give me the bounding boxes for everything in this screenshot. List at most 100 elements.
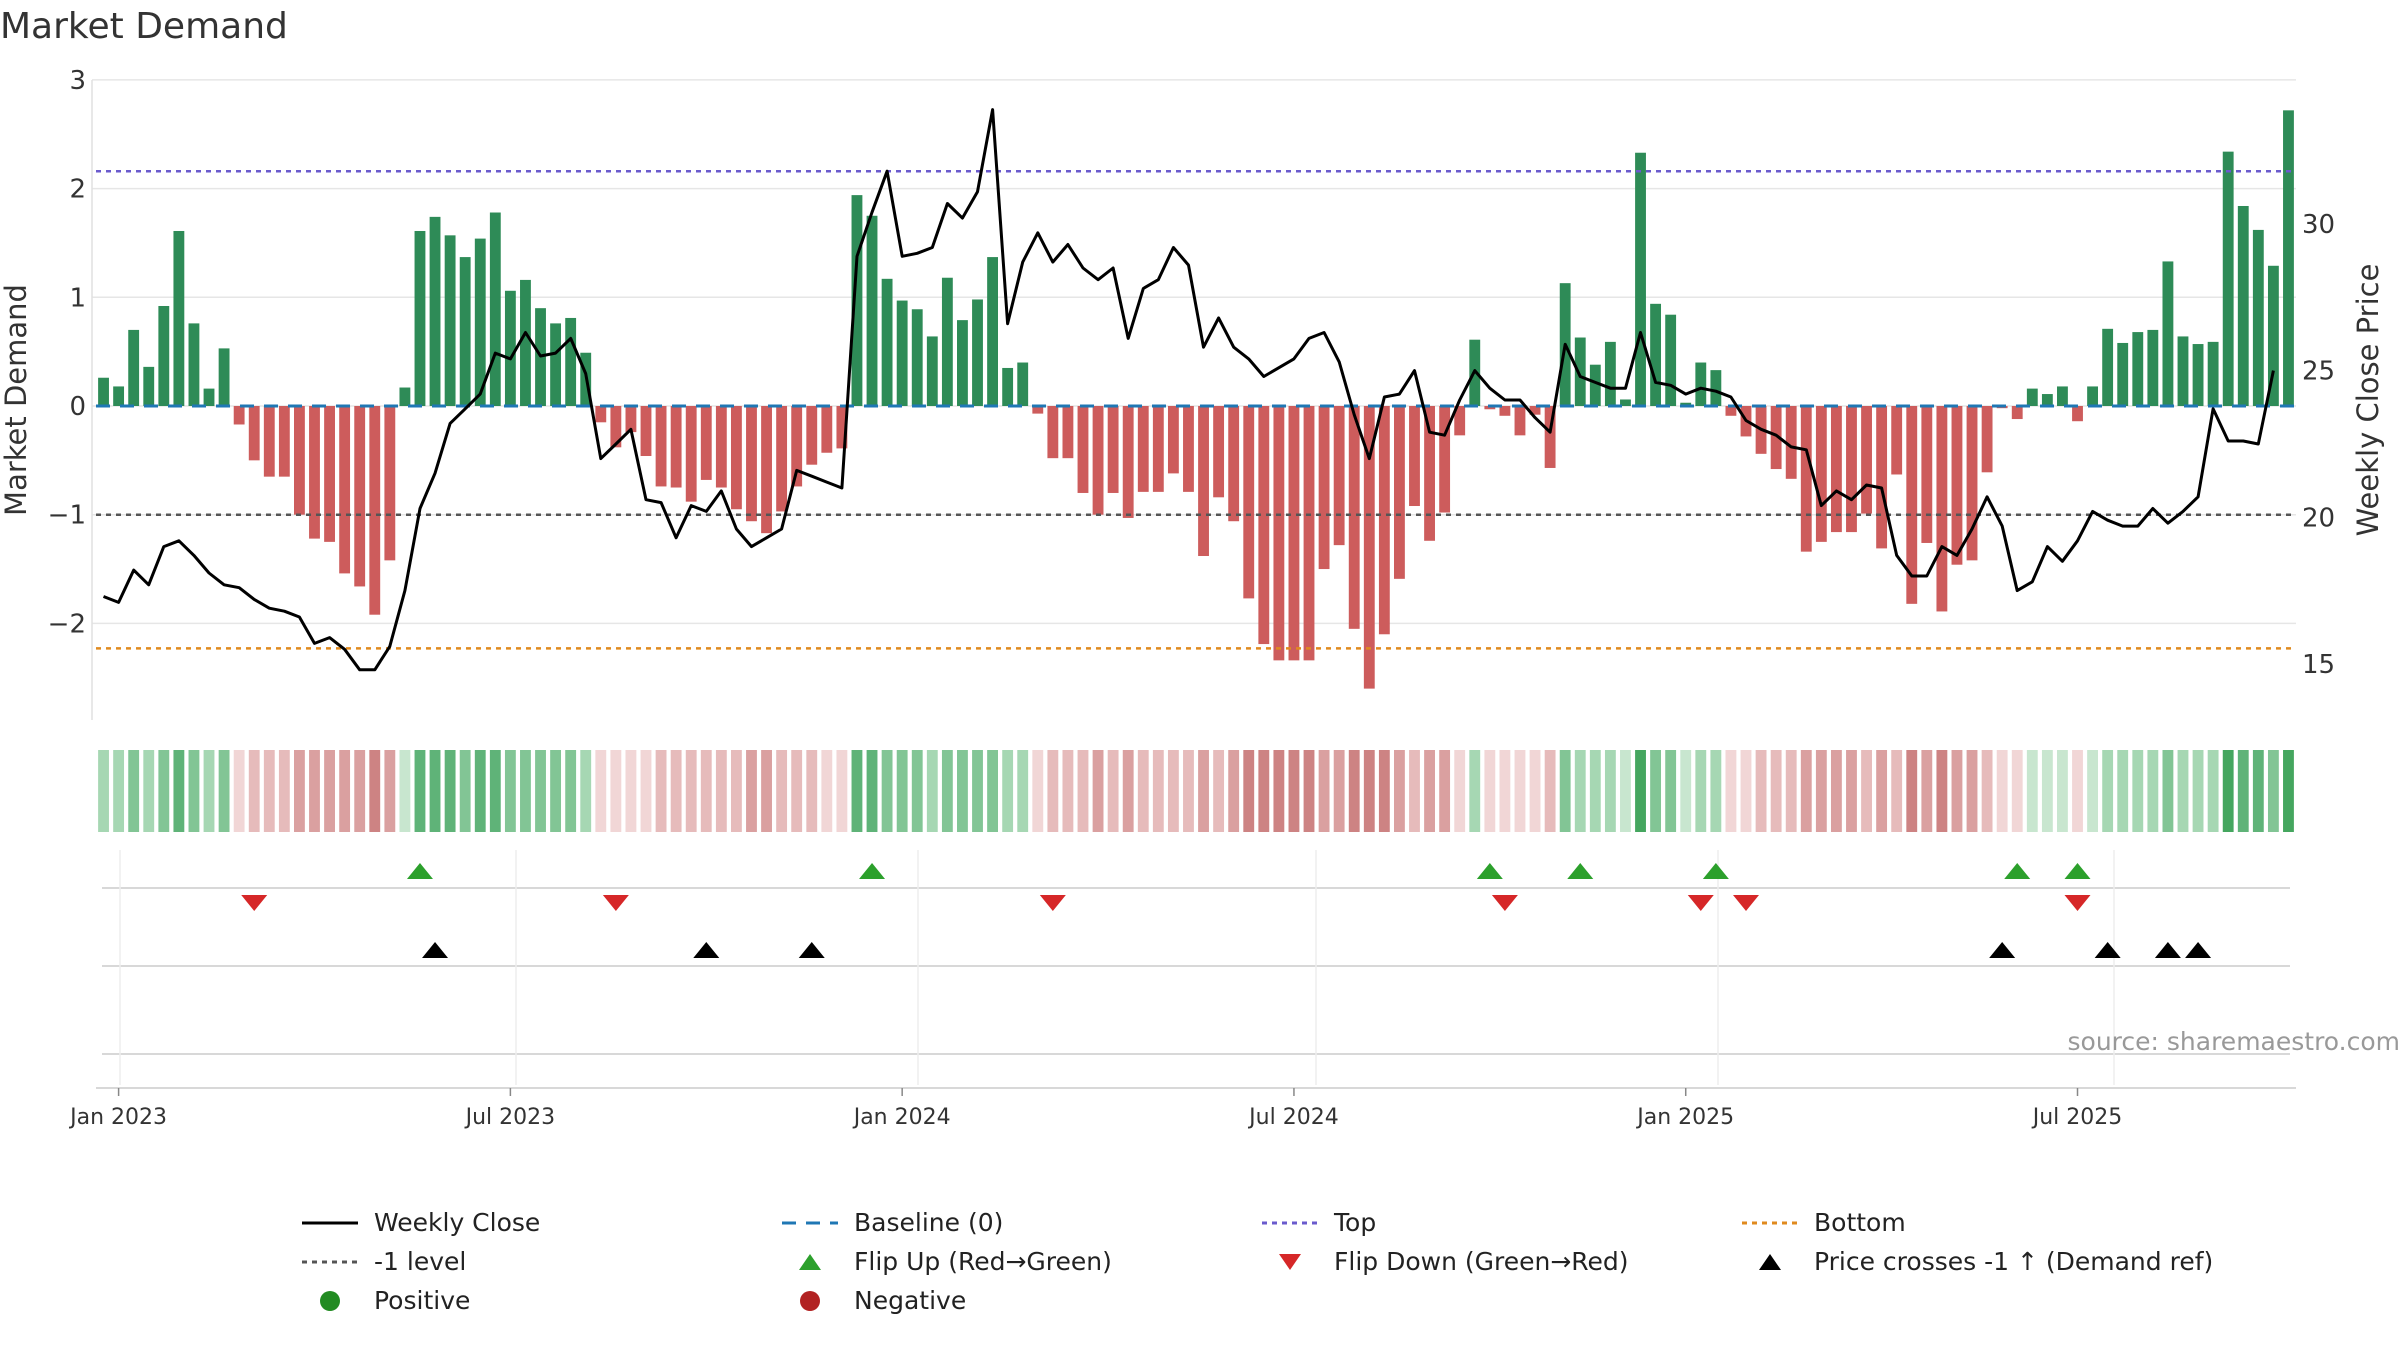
positive-bar bbox=[2087, 386, 2098, 406]
strip-cell bbox=[866, 750, 878, 832]
x-axis: Jan 2023 Jul 2023 Jan 2024 Jul 2024 Jan 2025… bbox=[68, 1088, 2122, 1130]
negative-bar bbox=[1213, 406, 1225, 498]
strip-cell bbox=[173, 750, 185, 832]
strip-cell bbox=[2087, 750, 2098, 832]
positive-bar bbox=[2192, 344, 2204, 406]
positive-bar bbox=[444, 235, 456, 406]
positive-bar bbox=[2057, 386, 2068, 406]
legend-item: Flip Up (Red→Green) bbox=[780, 1247, 1112, 1276]
positive-bar bbox=[218, 348, 230, 406]
strip-cell bbox=[2162, 750, 2174, 832]
negative-bar bbox=[1228, 406, 1240, 522]
negative-bar bbox=[1439, 406, 1451, 513]
strip-cell bbox=[2011, 750, 2023, 832]
positive-bar bbox=[851, 195, 863, 406]
strip-cell bbox=[926, 750, 938, 832]
negative-bar bbox=[1830, 406, 1842, 533]
positive-bar bbox=[1680, 402, 1692, 406]
strip-cell bbox=[1891, 750, 1903, 832]
left-tick-label: 0 bbox=[69, 392, 86, 422]
negative-bar bbox=[746, 406, 757, 522]
negative-bar bbox=[1891, 406, 1903, 475]
strip-cell bbox=[143, 750, 155, 832]
legend-label: Flip Down (Green→Red) bbox=[1334, 1247, 1629, 1276]
negative-bar bbox=[1258, 406, 1270, 645]
strip-cell bbox=[489, 750, 501, 832]
strip-cell bbox=[550, 750, 562, 832]
left-tick-label: 2 bbox=[69, 175, 86, 205]
strip-cell bbox=[399, 750, 411, 832]
positive-bar bbox=[1665, 314, 1677, 406]
negative-bar bbox=[610, 406, 622, 448]
strip-cell bbox=[324, 750, 335, 832]
negative-bar bbox=[1378, 406, 1390, 635]
strip-cell bbox=[2237, 750, 2249, 832]
positive-bar bbox=[987, 257, 998, 406]
strip-cell bbox=[218, 750, 230, 832]
strip-cell bbox=[429, 750, 441, 832]
strip-cell bbox=[294, 750, 305, 832]
strip-cell bbox=[1635, 750, 1646, 832]
positive-bar bbox=[188, 323, 200, 406]
strip-cell bbox=[1861, 750, 1872, 832]
strip-cell bbox=[520, 750, 531, 832]
positive-bar bbox=[1710, 370, 1722, 406]
source-label: source: sharemaestro.com bbox=[2068, 1027, 2400, 1056]
strip-cell bbox=[1454, 750, 1466, 832]
legend-swatch bbox=[800, 1290, 820, 1311]
positive-bar bbox=[1620, 399, 1631, 406]
negative-bar bbox=[1936, 406, 1948, 612]
flip-up-marker bbox=[1476, 863, 1503, 879]
negative-bar bbox=[1198, 406, 1209, 557]
x-tick-label: Jul 2023 bbox=[464, 1105, 556, 1130]
strip-cell bbox=[1740, 750, 1752, 832]
legend-label: Flip Up (Red→Green) bbox=[854, 1247, 1112, 1276]
negative-bar bbox=[309, 406, 320, 539]
strip-cell bbox=[896, 750, 908, 832]
negative-bar bbox=[1032, 406, 1044, 414]
negative-bar bbox=[1876, 406, 1888, 549]
strip-cell bbox=[972, 750, 983, 832]
strip-cell bbox=[1198, 750, 1209, 832]
strip-cell bbox=[1815, 750, 1827, 832]
negative-bar bbox=[670, 406, 682, 488]
negative-bar bbox=[1725, 406, 1737, 416]
legend-swatch bbox=[1262, 1221, 1318, 1224]
left-tick-label: 1 bbox=[69, 283, 86, 313]
legend-label: -1 level bbox=[374, 1247, 467, 1276]
positive-bar bbox=[2102, 328, 2114, 406]
weekly-close-line bbox=[102, 108, 2275, 672]
legend-label: Top bbox=[1334, 1208, 1377, 1237]
x-tick-label: Jan 2025 bbox=[1635, 1105, 1734, 1130]
legend-swatch bbox=[799, 1253, 821, 1270]
positive-bar bbox=[1002, 367, 1014, 406]
negative-bar bbox=[369, 406, 381, 615]
negative-bar bbox=[1318, 406, 1330, 570]
negative-bar bbox=[1107, 406, 1119, 493]
positive-bar bbox=[957, 320, 968, 406]
positive-bar bbox=[2252, 229, 2264, 406]
strip-cell bbox=[1122, 750, 1134, 832]
flip-down-marker bbox=[1733, 895, 1759, 911]
negative-bar bbox=[655, 406, 667, 487]
positive-bar bbox=[1589, 364, 1601, 406]
negative-bar bbox=[1303, 406, 1315, 661]
legend-item: Weekly Close bbox=[300, 1208, 540, 1237]
strip-cell bbox=[1620, 750, 1631, 832]
negative-bar bbox=[730, 406, 742, 510]
positive-bar bbox=[926, 336, 938, 406]
strip-cell bbox=[2252, 750, 2264, 832]
positive-bar bbox=[2162, 261, 2174, 406]
x-tick-label: Jul 2024 bbox=[1247, 1105, 1339, 1130]
left-axis-label: Market Demand bbox=[0, 284, 33, 516]
negative-bar bbox=[1333, 406, 1345, 546]
strip-cell bbox=[188, 750, 200, 832]
positive-bar bbox=[2026, 388, 2038, 406]
positive-bar bbox=[2117, 342, 2129, 406]
strip-cell bbox=[1876, 750, 1888, 832]
legend-item: Baseline (0) bbox=[780, 1208, 1003, 1237]
negative-bar bbox=[1348, 406, 1360, 629]
legend-label: Weekly Close bbox=[374, 1208, 541, 1237]
strip-cell bbox=[1258, 750, 1270, 832]
